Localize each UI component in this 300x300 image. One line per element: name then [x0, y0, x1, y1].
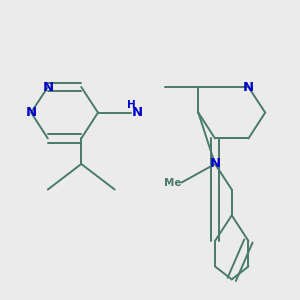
- Text: H: H: [127, 100, 136, 110]
- Text: N: N: [243, 81, 254, 94]
- Text: N: N: [42, 81, 53, 94]
- Text: N: N: [26, 106, 37, 119]
- Text: N: N: [131, 106, 142, 119]
- Text: N: N: [209, 158, 220, 170]
- Text: Me: Me: [164, 178, 182, 188]
